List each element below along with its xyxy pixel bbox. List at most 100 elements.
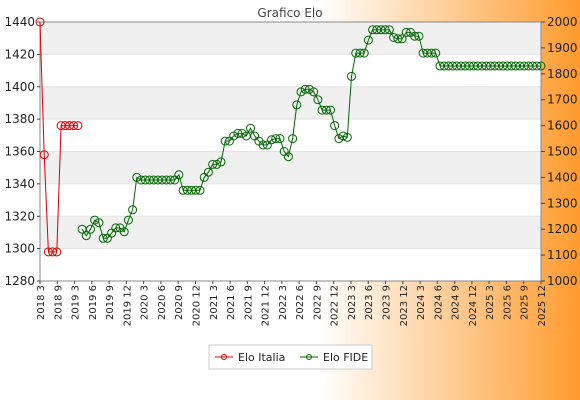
x-tick-label: 2019 6 xyxy=(88,285,99,320)
right-tick-label: 1300 xyxy=(547,196,578,210)
left-tick-label: 1300 xyxy=(4,242,35,256)
left-tick-label: 1400 xyxy=(4,80,35,94)
series-point-1 xyxy=(313,95,323,105)
series-point-1 xyxy=(532,61,542,71)
x-tick-label: 2023 9 xyxy=(382,285,393,320)
left-tick-label: 1280 xyxy=(4,274,35,288)
legend-box xyxy=(208,344,373,370)
plot-band xyxy=(40,151,541,184)
series-point-1 xyxy=(267,135,277,145)
x-tick-label: 2019 3 xyxy=(71,285,82,320)
series-point-1 xyxy=(123,215,133,225)
x-tick-label: 2018 3 xyxy=(36,285,47,320)
series-point-0 xyxy=(73,121,83,131)
series-layer xyxy=(35,17,546,257)
series-point-1 xyxy=(393,34,403,44)
series-point-0 xyxy=(39,150,49,160)
series-line-0 xyxy=(39,21,78,253)
legend-label-italia[interactable]: Elo Italia xyxy=(238,351,285,364)
plot-band xyxy=(40,216,541,249)
series-point-1 xyxy=(347,71,356,81)
right-tick-label: 1600 xyxy=(547,119,578,133)
series-point-1 xyxy=(536,61,546,71)
series-point-1 xyxy=(414,31,424,41)
series-point-1 xyxy=(208,159,218,169)
series-point-1 xyxy=(275,134,285,144)
series-point-1 xyxy=(81,231,91,241)
x-tick-label: 2020 9 xyxy=(174,285,185,320)
series-point-1 xyxy=(326,105,335,115)
x-tick-label: 2020 6 xyxy=(157,285,168,320)
x-tick-label: 2023 3 xyxy=(347,285,358,320)
series-point-1 xyxy=(288,134,298,144)
chart-title: Grafico Elo xyxy=(257,6,322,20)
series-point-1 xyxy=(427,48,436,58)
left-tick-label: 1340 xyxy=(4,177,35,191)
left-tick-label: 1320 xyxy=(4,209,35,223)
series-point-0 xyxy=(35,17,45,27)
series-point-1 xyxy=(355,48,365,58)
series-point-1 xyxy=(271,134,281,144)
x-tick-label: 2025 9 xyxy=(520,285,531,320)
legend-marker-fide xyxy=(306,354,312,360)
x-tick-label: 2024 9 xyxy=(451,285,462,320)
right-tick-label: 1000 xyxy=(547,274,578,288)
left-tick-label: 1380 xyxy=(4,112,35,126)
x-tick-label: 2025 12 xyxy=(537,285,548,326)
series-point-1 xyxy=(128,205,138,215)
x-tick-label: 2024 3 xyxy=(416,285,427,320)
right-tick-label: 1700 xyxy=(547,93,578,107)
left-axis: 1280 1300 1320 1340 1360 1380 1400 1420 1440 xyxy=(4,15,40,288)
right-tick-label: 1200 xyxy=(547,222,578,236)
plot-band xyxy=(40,22,541,55)
left-tick-label: 1360 xyxy=(4,145,35,159)
x-tick-label: 2024 12 xyxy=(468,285,479,326)
series-point-1 xyxy=(338,131,348,141)
right-tick-label: 1900 xyxy=(547,41,578,55)
right-tick-label: 2000 xyxy=(547,15,578,29)
series-point-1 xyxy=(300,84,310,94)
series-point-1 xyxy=(321,105,331,115)
series-point-1 xyxy=(111,223,121,233)
series-point-1 xyxy=(86,224,95,234)
series-point-0 xyxy=(48,247,58,257)
x-tick-label: 2024 6 xyxy=(433,285,444,320)
right-tick-label: 1500 xyxy=(547,145,578,159)
x-tick-label: 2021 3 xyxy=(209,285,220,320)
series-point-1 xyxy=(119,227,129,237)
right-tick-label: 1400 xyxy=(547,170,578,184)
series-point-1 xyxy=(384,25,394,35)
series-point-1 xyxy=(195,185,205,195)
series-point-0 xyxy=(52,247,62,257)
x-tick-label: 2020 12 xyxy=(191,285,202,326)
x-tick-label: 2021 6 xyxy=(226,285,237,320)
series-point-1 xyxy=(397,34,407,44)
series-point-1 xyxy=(203,167,213,177)
x-tick-label: 2023 12 xyxy=(399,285,410,326)
right-axis: 1000 1100 1200 1300 1400 1500 1600 1700 1800 1900… xyxy=(541,15,578,288)
series-point-1 xyxy=(258,140,268,150)
series-point-1 xyxy=(431,48,441,58)
series-point-1 xyxy=(292,100,302,110)
x-tick-label: 2022 12 xyxy=(330,285,341,326)
series-point-0 xyxy=(69,121,79,131)
x-tick-label: 2021 9 xyxy=(243,285,254,320)
series-point-1 xyxy=(401,27,411,37)
x-tick-label: 2021 12 xyxy=(261,285,272,326)
plot-bands xyxy=(39,21,542,282)
series-point-1 xyxy=(166,175,175,185)
legend-label-fide[interactable]: Elo FIDE xyxy=(323,351,368,364)
left-tick-label: 1440 xyxy=(4,15,35,29)
x-tick-label: 2023 6 xyxy=(364,285,375,320)
series-point-1 xyxy=(220,136,230,146)
series-point-1 xyxy=(304,84,314,94)
series-point-1 xyxy=(330,121,340,131)
x-tick-label: 2018 9 xyxy=(53,285,64,320)
x-tick-label: 2022 6 xyxy=(295,285,306,320)
series-point-1 xyxy=(389,33,399,42)
x-tick-label: 2022 3 xyxy=(278,285,289,320)
x-tick-label: 2020 3 xyxy=(140,285,151,320)
right-tick-label: 1100 xyxy=(547,248,578,262)
